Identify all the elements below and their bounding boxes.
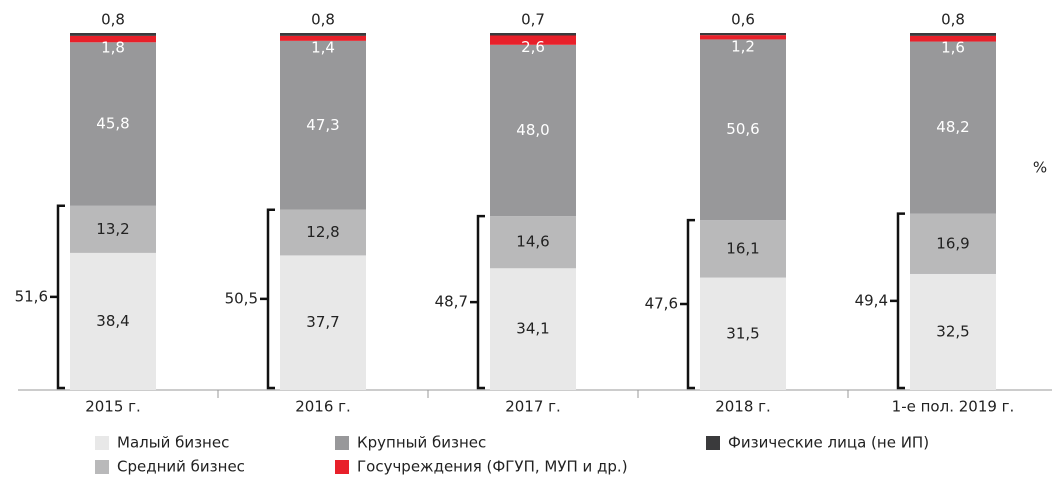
value-label: 48,2 — [936, 118, 969, 136]
bracket-label: 47,6 — [645, 295, 678, 313]
bar-segment — [910, 41, 996, 214]
value-label: 37,7 — [306, 313, 339, 331]
value-label: 0,8 — [941, 11, 965, 29]
value-label: 1,6 — [941, 38, 965, 56]
bar-segment — [490, 268, 576, 390]
bracket — [680, 218, 695, 390]
value-label: 45,8 — [96, 115, 129, 133]
legend-label: Малый бизнес — [117, 434, 229, 452]
bar-segment — [700, 277, 786, 390]
bar-segment — [70, 42, 156, 206]
bracket-label: 49,4 — [855, 291, 888, 309]
bar-segment — [70, 35, 156, 43]
bar-segment — [490, 44, 576, 217]
bracket-label: 48,7 — [435, 293, 468, 311]
bracket-label: 50,5 — [225, 289, 258, 307]
x-tick-label: 2015 г. — [85, 398, 141, 416]
legend-swatch — [706, 436, 720, 450]
bar-segment — [490, 35, 576, 45]
bar-segment — [910, 35, 996, 42]
bar-segment — [280, 255, 366, 390]
bar-segment — [280, 40, 366, 210]
bracket — [470, 214, 485, 390]
bracket — [50, 204, 65, 390]
bar-segment — [70, 205, 156, 253]
value-label: 16,1 — [726, 239, 759, 257]
value-label: 0,8 — [311, 11, 335, 29]
bar-segment — [700, 35, 786, 40]
legend-swatch — [335, 460, 349, 474]
bar-segment — [70, 33, 156, 36]
legend-label: Госучреждения (ФГУП, МУП и др.) — [357, 458, 628, 476]
legend-swatch — [335, 436, 349, 450]
bar-segment — [280, 33, 366, 36]
bar-segment — [700, 220, 786, 278]
legend-label: Физические лица (не ИП) — [728, 434, 929, 452]
value-label: 1,4 — [311, 38, 335, 56]
unit-label: % — [1033, 159, 1047, 177]
bar-segment — [70, 252, 156, 390]
legend-label: Крупный бизнес — [357, 434, 486, 452]
value-label: 32,5 — [936, 322, 969, 340]
value-label: 48,0 — [516, 121, 549, 139]
bar-segment — [490, 216, 576, 269]
bar-segment — [490, 33, 576, 36]
x-tick-label: 1-е пол. 2019 г. — [892, 398, 1015, 416]
bar-segment — [700, 39, 786, 221]
legend-label: Средний бизнес — [117, 458, 245, 476]
value-label: 1,8 — [101, 38, 125, 56]
x-tick-label: 2016 г. — [295, 398, 351, 416]
value-label: 0,8 — [101, 11, 125, 29]
legend-swatch — [95, 436, 109, 450]
value-label: 14,6 — [516, 233, 549, 251]
bracket — [890, 212, 905, 390]
value-label: 0,6 — [731, 11, 755, 29]
value-label: 50,6 — [726, 120, 759, 138]
value-label: 12,8 — [306, 223, 339, 241]
value-label: 2,6 — [521, 38, 545, 56]
value-label: 13,2 — [96, 220, 129, 238]
value-label: 1,2 — [731, 38, 755, 56]
bar-segment — [280, 209, 366, 256]
bar-segment — [910, 213, 996, 274]
value-label: 31,5 — [726, 324, 759, 342]
bracket — [260, 208, 275, 390]
value-label: 34,1 — [516, 320, 549, 338]
value-label: 47,3 — [306, 116, 339, 134]
bracket-label: 51,6 — [15, 287, 48, 305]
value-label: 0,7 — [521, 11, 545, 29]
bar-segment — [910, 273, 996, 390]
legend-swatch — [95, 460, 109, 474]
x-tick-label: 2018 г. — [715, 398, 771, 416]
value-label: 16,9 — [936, 234, 969, 252]
value-label: 38,4 — [96, 312, 129, 330]
bar-segment — [700, 33, 786, 36]
x-tick-label: 2017 г. — [505, 398, 561, 416]
bar-segment — [280, 35, 366, 41]
bar-segment — [910, 33, 996, 36]
